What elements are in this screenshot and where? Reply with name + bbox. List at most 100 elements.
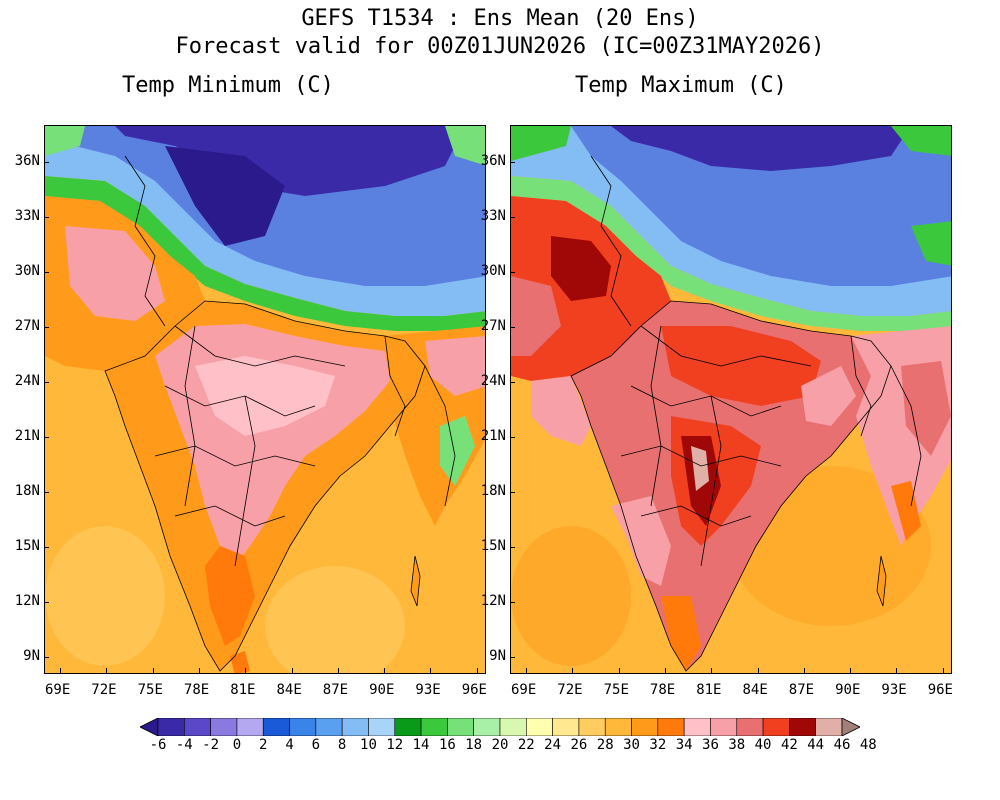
colorbar-label: 20 [491, 737, 509, 753]
colorbar-label: 48 [859, 737, 877, 753]
lon-tick-mark [572, 668, 574, 673]
colorbar-swatch [552, 718, 580, 736]
colorbar-swatch [368, 718, 396, 736]
colorbar-label: 2 [259, 737, 268, 753]
colorbar-label: 0 [232, 737, 242, 753]
colorbar-label: 42 [780, 737, 798, 753]
colorbar-swatch [289, 718, 317, 736]
lat-tick-mark [44, 547, 49, 548]
colorbar-label: 38 [728, 737, 746, 753]
lon-tick-mark [618, 668, 620, 673]
lat-tick-label: 27N [480, 318, 506, 334]
colorbar-swatch [184, 718, 211, 736]
colorbar-label: 30 [623, 737, 640, 753]
colorbar-label: 14 [412, 737, 430, 753]
colorbar-label: 6 [311, 737, 321, 753]
lon-tick-label: 87E [322, 682, 349, 698]
lat-tick-label: 36N [14, 153, 40, 169]
lat-tick-mark [510, 602, 515, 603]
lon-tick-label: 93E [415, 682, 441, 698]
colorbar-label: 32 [649, 737, 667, 753]
map-min-svg [45, 126, 485, 673]
colorbar-label: 22 [517, 737, 535, 753]
lat-tick-mark [44, 272, 49, 273]
colorbar-label: 36 [702, 737, 719, 753]
chart-title-line1: GEFS T1534 : Ens Mean (20 Ens) [301, 6, 699, 31]
lon-tick-mark [291, 668, 293, 673]
map-panel-min [44, 125, 486, 674]
colorbar-label: -2 [202, 737, 220, 753]
lon-tick-label: 90E [369, 682, 395, 698]
lat-tick-mark [44, 327, 49, 328]
lon-tick-label: 78E [649, 682, 676, 698]
lat-tick-label: 12N [480, 593, 506, 609]
lat-tick-mark [44, 162, 49, 163]
colorbar-swatch [473, 718, 501, 736]
lat-tick-mark [510, 437, 515, 438]
lat-tick-label: 21N [480, 428, 506, 444]
lat-tick-label: 27N [14, 318, 40, 334]
colorbar-label: 46 [833, 737, 851, 753]
lon-tick-label: 81E [696, 682, 722, 698]
colorbar-label: 44 [807, 737, 825, 753]
colorbar-right-arrow [841, 718, 860, 736]
colorbar-swatch [157, 718, 185, 736]
colorbar-swatch [657, 718, 685, 736]
colorbar-label: 16 [438, 737, 456, 753]
colorbar-swatch [315, 718, 343, 736]
colorbar-label: 4 [285, 737, 294, 753]
lon-tick-label: 75E [603, 682, 629, 698]
colorbar-label: 8 [337, 737, 347, 753]
lon-tick-label: 72E [557, 682, 583, 698]
lat-tick-mark [510, 327, 515, 328]
lon-tick-mark [106, 668, 108, 673]
lon-tick-mark [803, 668, 805, 673]
lat-tick-mark [44, 492, 49, 493]
lat-tick-mark [510, 657, 515, 658]
lon-tick-mark [60, 668, 61, 673]
lat-tick-label: 12N [14, 593, 40, 609]
colorbar-swatch [499, 718, 527, 736]
lon-tick-mark [896, 668, 898, 673]
colorbar-swatch [762, 718, 790, 736]
colorbar-label: 40 [754, 737, 772, 753]
colorbar-swatch [789, 718, 816, 736]
colorbar-swatch [683, 718, 711, 736]
lon-tick-mark [152, 668, 154, 673]
lon-tick-mark [245, 668, 247, 673]
colorbar [140, 718, 860, 736]
lat-tick-mark [510, 217, 515, 218]
colorbar-swatch [578, 718, 606, 736]
lat-tick-label: 33N [480, 208, 506, 224]
colorbar-swatch [526, 718, 553, 736]
colorbar-label: -4 [175, 737, 193, 753]
colorbar-swatch [710, 718, 738, 736]
lon-tick-mark [430, 668, 432, 673]
colorbar-swatch [394, 718, 422, 736]
lat-tick-label: 36N [480, 153, 506, 169]
colorbar-swatch [604, 718, 632, 736]
lat-tick-mark [44, 602, 49, 603]
lon-tick-mark [664, 668, 666, 673]
colorbar-label: 18 [465, 737, 483, 753]
lon-tick-mark [526, 668, 527, 673]
lat-tick-label: 9N [489, 648, 506, 664]
lat-tick-mark [510, 382, 515, 383]
lat-tick-label: 9N [23, 648, 40, 664]
colorbar-swatch [447, 718, 474, 736]
colorbar-label: 12 [386, 737, 404, 753]
colorbar-swatch [815, 718, 843, 736]
chart-title-line2: Forecast valid for 00Z01JUN2026 (IC=00Z3… [175, 34, 825, 59]
map-panel-max [510, 125, 952, 674]
colorbar-swatch [631, 718, 659, 736]
lat-tick-mark [44, 382, 49, 383]
colorbar-left-arrow [140, 718, 159, 736]
lon-tick-mark [850, 668, 852, 673]
colorbar-label: 28 [596, 737, 614, 753]
colorbar-swatch [420, 718, 448, 736]
colorbar-swatch [236, 718, 264, 736]
lon-tick-label: 75E [137, 682, 163, 698]
lat-tick-mark [510, 547, 515, 548]
panel-title-max: Temp Maximum (C) [575, 73, 787, 98]
colorbar-swatch [210, 718, 238, 736]
